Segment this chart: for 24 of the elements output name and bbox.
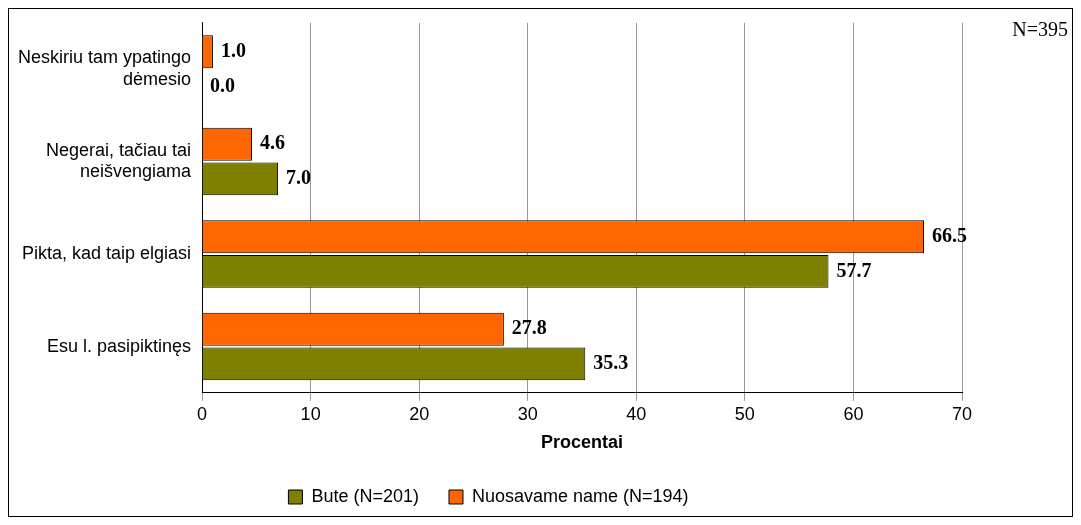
x-axis-title: Procentai [541, 432, 624, 453]
x-tick-label: 50 [734, 403, 755, 424]
x-tick-label: 40 [626, 403, 647, 424]
x-tick-label: 20 [409, 403, 430, 424]
data-label: 27.8 [511, 316, 547, 339]
y-tick-label: Negerai, tačiau tai neišvengiama [45, 139, 193, 182]
x-tick-label: 30 [517, 403, 538, 424]
data-label: 0.0 [210, 73, 236, 96]
y-tick-label: Esu l. pasipiktinęs [47, 335, 192, 356]
x-tick-label: 10 [300, 403, 321, 424]
data-label: 57.7 [836, 258, 872, 281]
y-tick-label: Pikta, kad taip elgiasi [21, 243, 192, 264]
x-tick-label: 70 [951, 403, 973, 424]
legend-label: Nuosavame name (N=194) [471, 485, 689, 506]
x-tick-label: 60 [843, 403, 864, 424]
y-tick-label: Neskiriu tam ypatingo dėmesio [18, 47, 192, 89]
data-label: 66.5 [932, 223, 967, 246]
legend-label: Bute (N=201) [311, 485, 419, 506]
data-label: 4.6 [260, 131, 286, 154]
data-label: 1.0 [220, 38, 246, 61]
data-label: 7.0 [286, 166, 312, 189]
data-label: 35.3 [593, 351, 629, 374]
text: N=395 [1012, 18, 1068, 41]
x-tick-label: 0 [197, 403, 208, 424]
